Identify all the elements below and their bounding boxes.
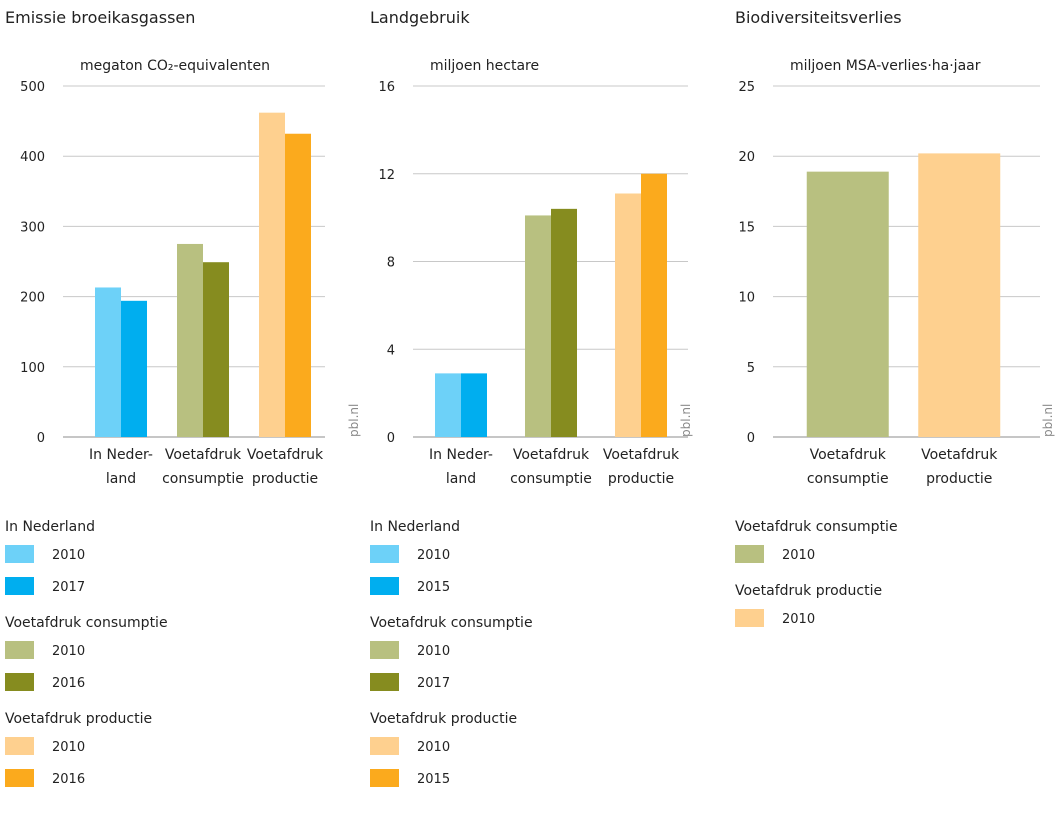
- legend-group-title: Voetafdruk productie: [735, 583, 882, 599]
- category-label: productie: [252, 471, 318, 487]
- category-label: consumptie: [162, 471, 244, 487]
- bar: [641, 173, 667, 437]
- legend-swatch: [370, 673, 399, 691]
- chart-panel-1: Emissie broeikasgassen megaton CO₂-equiva…: [5, 8, 361, 787]
- source-label: pbl.nl: [347, 404, 361, 437]
- legend-swatch: [370, 641, 399, 659]
- legend-swatch: [5, 577, 34, 595]
- y-axis-unit-label: miljoen MSA-verlies·ha·jaar: [790, 58, 981, 74]
- bar: [806, 171, 889, 438]
- y-tick-label: 16: [378, 80, 395, 95]
- y-tick-label: 8: [387, 256, 395, 271]
- category-label: Voetafdruk: [603, 447, 680, 463]
- y-tick-label: 400: [20, 150, 45, 165]
- y-tick-label: 15: [738, 220, 755, 235]
- y-tick-label: 12: [378, 168, 395, 183]
- legend-label: 2016: [52, 772, 85, 787]
- legend-swatch: [5, 641, 34, 659]
- chart-title: Landgebruik: [370, 8, 470, 27]
- category-label: productie: [608, 471, 674, 487]
- y-tick-label: 0: [747, 431, 755, 446]
- category-label: Voetafdruk: [247, 447, 324, 463]
- legend-swatch: [5, 673, 34, 691]
- source-label: pbl.nl: [1041, 404, 1055, 437]
- legend-label: 2015: [417, 580, 450, 595]
- legend-group-title: In Nederland: [370, 519, 460, 535]
- y-tick-label: 10: [738, 291, 755, 306]
- bar: [461, 373, 487, 437]
- bar: [551, 208, 577, 437]
- bar: [177, 243, 203, 437]
- bar: [615, 193, 641, 437]
- chart-panel-3: Biodiversiteitsverlies miljoen MSA-verlie…: [735, 8, 1055, 627]
- legend-group-title: Voetafdruk consumptie: [5, 615, 168, 631]
- y-tick-label: 4: [387, 343, 395, 358]
- category-label: consumptie: [807, 471, 889, 487]
- y-tick-label: 25: [738, 80, 755, 95]
- legend-label: 2010: [52, 740, 85, 755]
- category-label: In Neder-: [89, 447, 153, 463]
- y-tick-label: 100: [20, 361, 45, 376]
- legend-swatch: [5, 737, 34, 755]
- bar: [918, 153, 1001, 437]
- legend: In Nederland 2010 2015 Voetafdruk consumpti…: [370, 519, 533, 787]
- legend-label: 2010: [52, 644, 85, 659]
- y-tick-label: 300: [20, 220, 45, 235]
- legend-label: 2016: [52, 676, 85, 691]
- legend-label: 2017: [417, 676, 450, 691]
- category-label: land: [106, 471, 136, 487]
- legend-swatch: [735, 545, 764, 563]
- category-label: Voetafdruk: [513, 447, 590, 463]
- category-label: land: [446, 471, 476, 487]
- legend-swatch: [5, 545, 34, 563]
- legend-swatch: [370, 545, 399, 563]
- bar: [121, 300, 147, 437]
- y-tick-label: 200: [20, 291, 45, 306]
- y-axis-unit-label: megaton CO₂-equivalenten: [80, 58, 270, 74]
- legend-label: 2010: [52, 548, 85, 563]
- legend-label: 2010: [417, 644, 450, 659]
- chart-title: Emissie broeikasgassen: [5, 8, 195, 27]
- legend-swatch: [370, 577, 399, 595]
- legend-label: 2010: [417, 548, 450, 563]
- legend-label: 2017: [52, 580, 85, 595]
- bar: [95, 287, 121, 437]
- category-label: Voetafdruk: [165, 447, 242, 463]
- category-label: In Neder-: [429, 447, 493, 463]
- legend: In Nederland 2010 2017 Voetafdruk consumpti…: [5, 519, 168, 787]
- legend-group-title: Voetafdruk productie: [5, 711, 152, 727]
- chart-title: Biodiversiteitsverlies: [735, 8, 902, 27]
- legend-group-title: Voetafdruk consumptie: [370, 615, 533, 631]
- legend-swatch: [370, 769, 399, 787]
- bar: [203, 262, 229, 437]
- legend-label: 2010: [782, 548, 815, 563]
- chart-panel-2: Landgebruik miljoen hectare 0 4 8 12 16 In Nede…: [370, 8, 693, 787]
- y-tick-label: 0: [37, 431, 45, 446]
- bar: [525, 215, 551, 437]
- y-tick-label: 500: [20, 80, 45, 95]
- category-label: consumptie: [510, 471, 592, 487]
- legend-label: 2010: [782, 612, 815, 627]
- category-label: productie: [926, 471, 992, 487]
- y-tick-label: 0: [387, 431, 395, 446]
- legend-label: 2015: [417, 772, 450, 787]
- legend-swatch: [735, 609, 764, 627]
- legend-group-title: In Nederland: [5, 519, 95, 535]
- legend-swatch: [5, 769, 34, 787]
- bar: [259, 112, 285, 438]
- category-label: Voetafdruk: [810, 447, 887, 463]
- legend-group-title: Voetafdruk consumptie: [735, 519, 898, 535]
- y-axis-unit-label: miljoen hectare: [430, 58, 539, 74]
- legend-label: 2010: [417, 740, 450, 755]
- legend-swatch: [370, 737, 399, 755]
- category-label: Voetafdruk: [921, 447, 998, 463]
- y-tick-label: 5: [747, 361, 755, 376]
- bar: [435, 373, 461, 437]
- legend: Voetafdruk consumptie 2010 Voetafdruk prod…: [735, 519, 898, 627]
- bar: [285, 133, 311, 437]
- source-label: pbl.nl: [679, 404, 693, 437]
- y-tick-label: 20: [738, 150, 755, 165]
- legend-group-title: Voetafdruk productie: [370, 711, 517, 727]
